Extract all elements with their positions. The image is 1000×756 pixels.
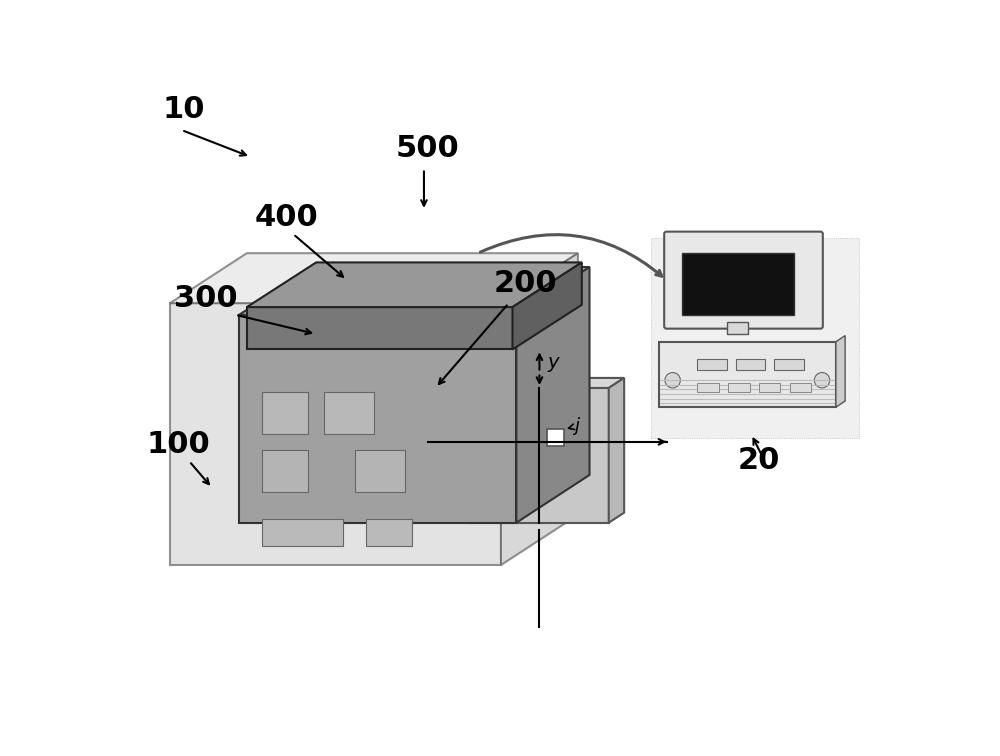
Text: 20: 20 <box>738 446 780 475</box>
Polygon shape <box>239 314 516 522</box>
Polygon shape <box>247 262 582 307</box>
Bar <box>697 359 727 370</box>
Bar <box>682 253 794 314</box>
Polygon shape <box>547 429 564 446</box>
Polygon shape <box>262 392 308 434</box>
Text: 400: 400 <box>255 203 318 232</box>
Text: 300: 300 <box>174 284 237 313</box>
Text: 10: 10 <box>162 95 205 125</box>
Polygon shape <box>239 267 590 314</box>
Bar <box>651 238 859 438</box>
Polygon shape <box>262 519 343 546</box>
Bar <box>659 342 836 407</box>
Polygon shape <box>609 378 624 522</box>
Polygon shape <box>470 378 624 388</box>
Circle shape <box>665 373 680 388</box>
Text: 100: 100 <box>147 430 211 460</box>
Text: 500: 500 <box>396 134 460 163</box>
Bar <box>790 383 811 392</box>
Polygon shape <box>512 262 582 349</box>
Polygon shape <box>170 253 578 303</box>
Polygon shape <box>170 303 501 565</box>
Polygon shape <box>501 253 578 565</box>
Bar <box>727 323 748 334</box>
Polygon shape <box>324 392 374 434</box>
Polygon shape <box>355 450 405 492</box>
Text: y: y <box>547 353 559 372</box>
Polygon shape <box>247 307 512 349</box>
Bar <box>697 383 719 392</box>
Polygon shape <box>470 388 609 522</box>
Text: 200: 200 <box>493 268 557 298</box>
Bar <box>759 383 780 392</box>
Bar <box>774 359 804 370</box>
Polygon shape <box>366 519 412 546</box>
Bar <box>736 359 765 370</box>
Polygon shape <box>262 450 308 492</box>
Bar <box>728 383 750 392</box>
Circle shape <box>814 373 830 388</box>
Polygon shape <box>836 336 845 407</box>
Polygon shape <box>516 267 590 522</box>
FancyBboxPatch shape <box>664 231 823 329</box>
Text: j: j <box>574 417 579 435</box>
